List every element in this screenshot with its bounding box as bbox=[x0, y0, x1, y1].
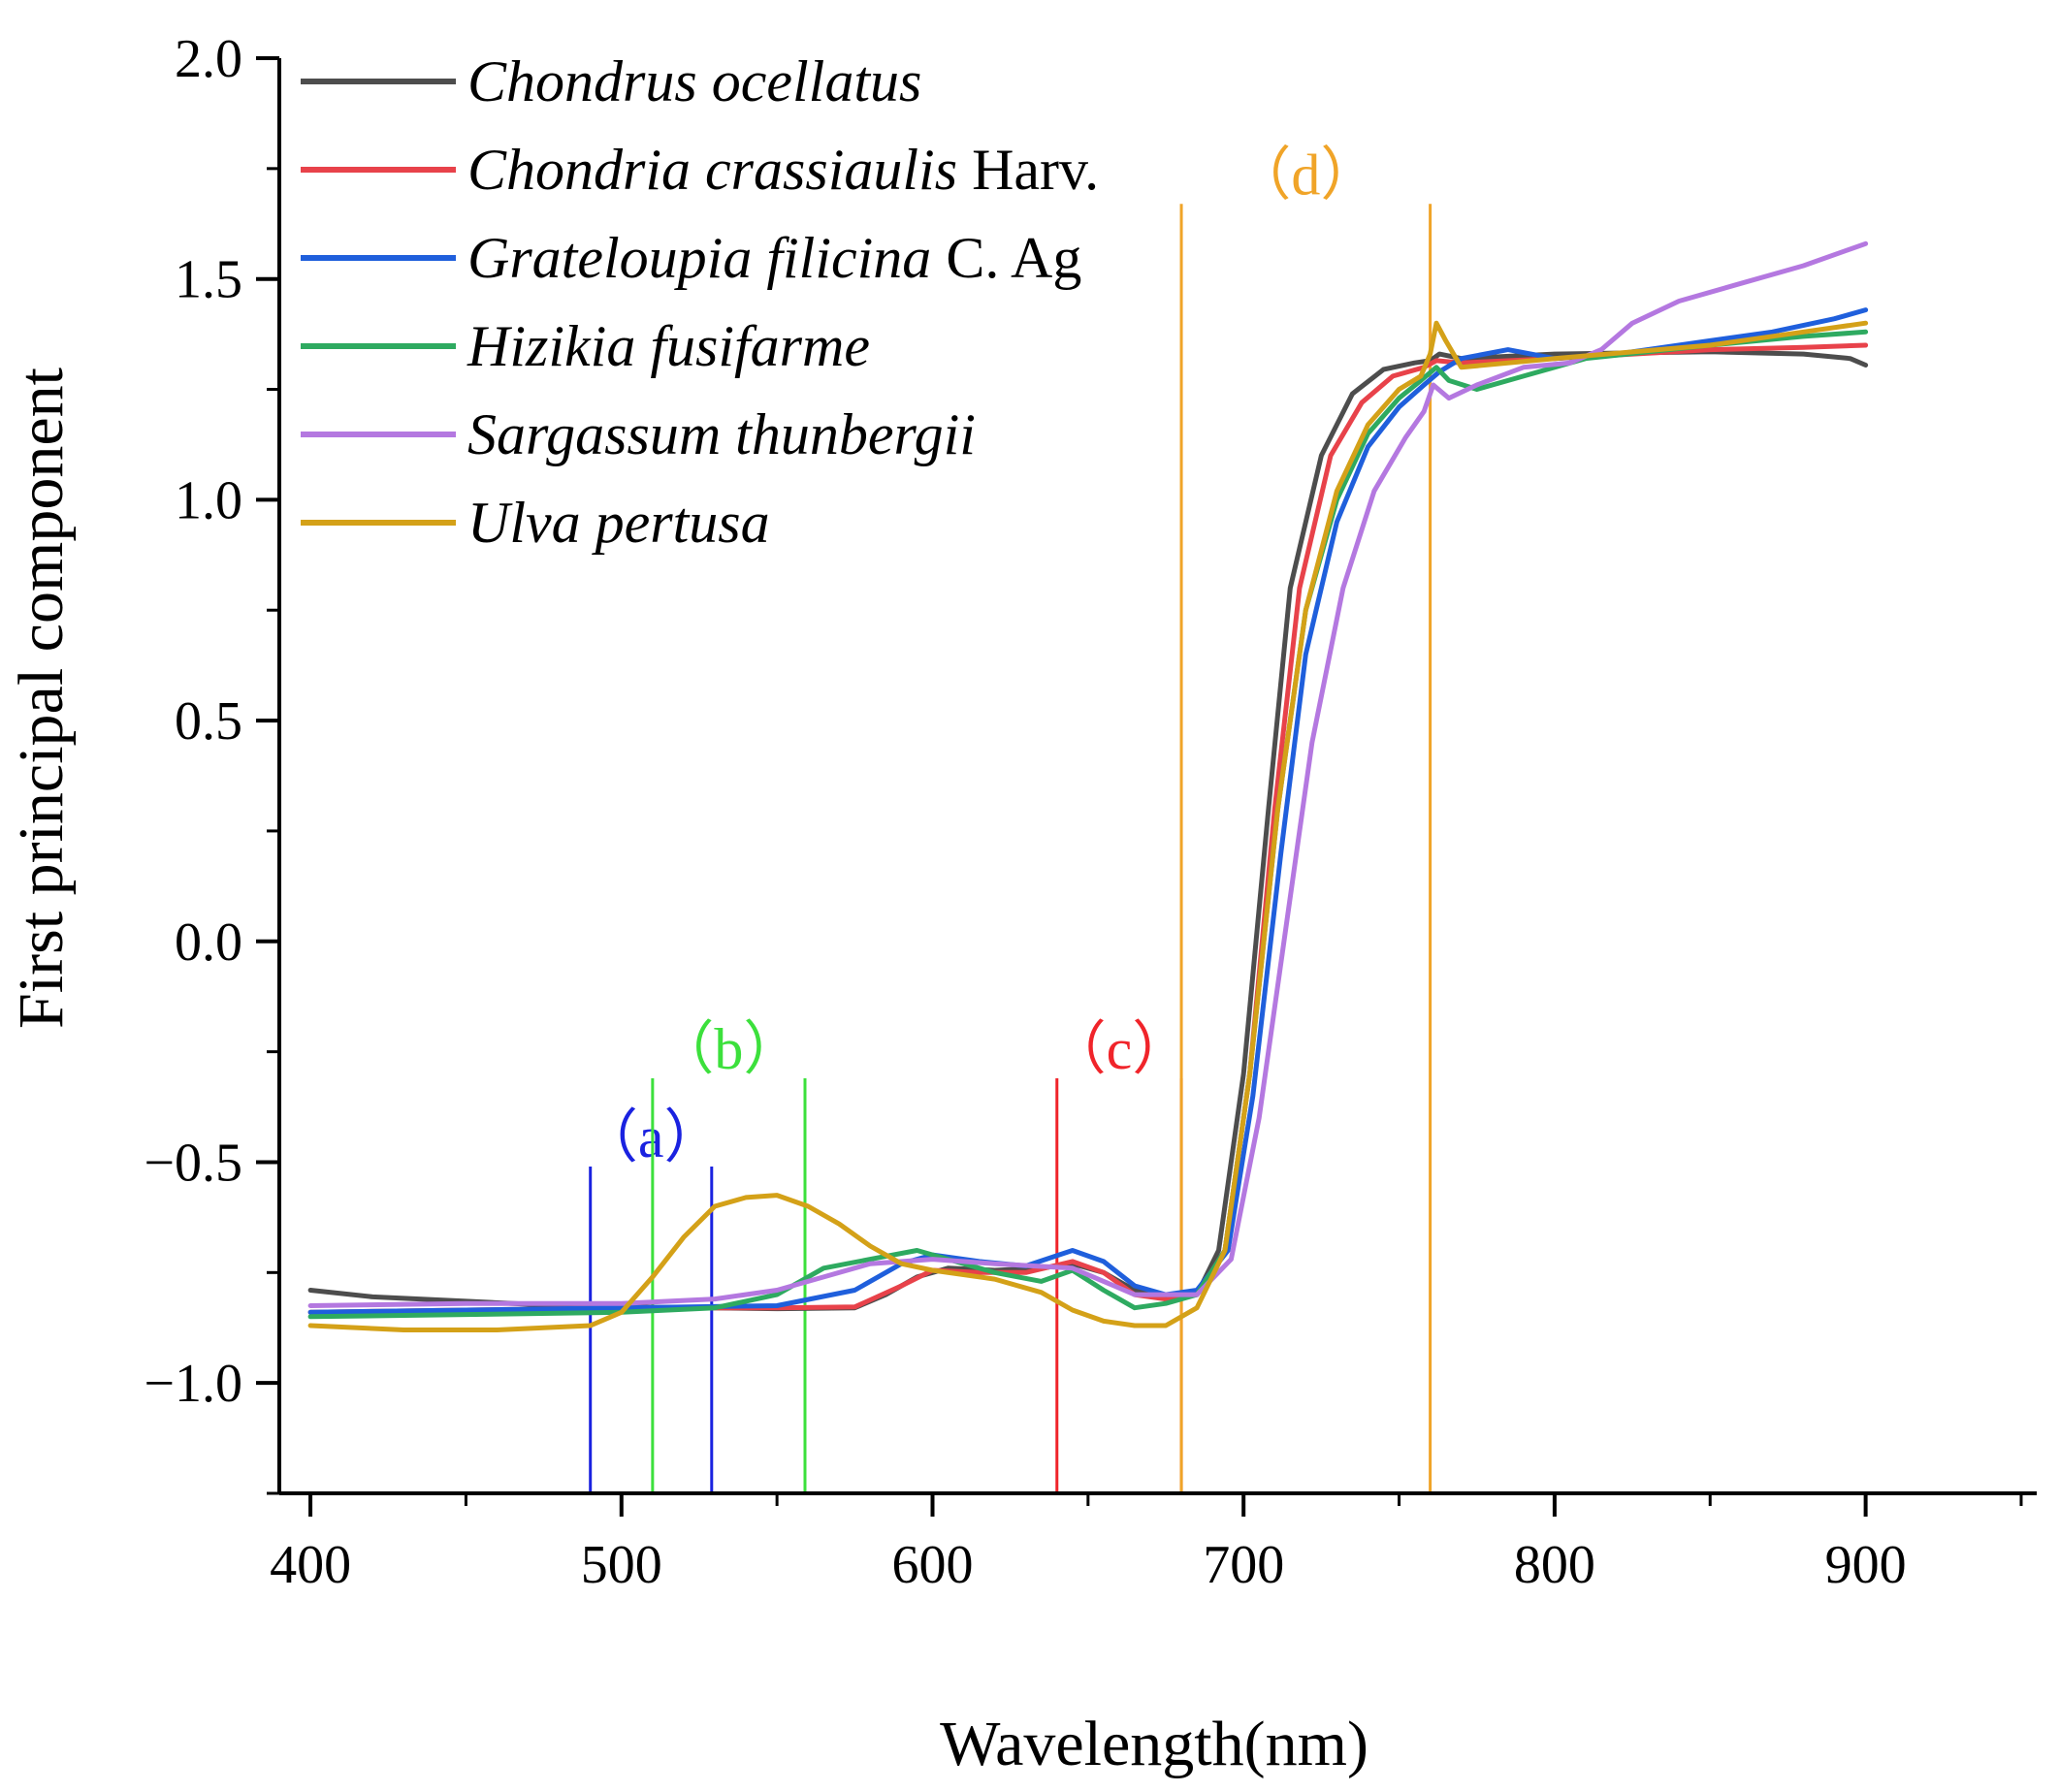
series-line bbox=[307, 329, 1869, 1320]
region-label: （c） bbox=[1048, 1017, 1191, 1081]
legend-label: Chondria crassiaulis Harv. bbox=[467, 138, 1099, 202]
legend-label: Ulva pertusa bbox=[467, 491, 770, 555]
y-tick-label: 0.5 bbox=[175, 691, 242, 752]
y-tick-label: −0.5 bbox=[144, 1133, 242, 1193]
legend-label-suffix: Harv. bbox=[957, 138, 1099, 202]
legend-label: Grateloupia filicina C. Ag bbox=[467, 226, 1081, 290]
region-label: （a） bbox=[580, 1105, 723, 1169]
x-axis-title: Wavelength(nm) bbox=[940, 1709, 1368, 1779]
y-tick-label: 1.5 bbox=[175, 250, 242, 310]
legend-label-italic: Chondrus ocellatus bbox=[467, 49, 921, 113]
legend-label-italic: Hizikia fusifarme bbox=[467, 314, 870, 378]
y-tick-label: 0.0 bbox=[175, 912, 242, 973]
x-tick-label: 700 bbox=[1203, 1535, 1284, 1595]
y-tick-label: 2.0 bbox=[175, 29, 242, 89]
legend-label-italic: Grateloupia filicina bbox=[467, 226, 931, 290]
region-markers: （a） （b） （c） （d） bbox=[580, 143, 1432, 1493]
legend-label: Chondrus ocellatus bbox=[467, 49, 921, 113]
axes bbox=[256, 56, 2037, 1517]
legend-label-italic: Sargassum thunbergii bbox=[467, 402, 976, 466]
legend-label-italic: Ulva pertusa bbox=[467, 491, 770, 555]
legend-label: Sargassum thunbergii bbox=[467, 402, 976, 466]
x-tick-label: 500 bbox=[581, 1535, 662, 1595]
x-tick-label: 400 bbox=[270, 1535, 351, 1595]
legend-label: Hizikia fusifarme bbox=[467, 314, 870, 378]
tick-labels: 400 500 600 700 800 900 −1.0 −0.5 0.0 0.5 1.0 1.5 2.… bbox=[144, 29, 1906, 1595]
y-axis-title: First principal component bbox=[6, 368, 77, 1029]
x-tick-label: 800 bbox=[1514, 1535, 1595, 1595]
legend: Chondrus ocellatus Chondria crassiaulis H… bbox=[301, 49, 1099, 555]
legend-label-suffix: C. Ag bbox=[931, 226, 1081, 290]
region-label: （b） bbox=[656, 1017, 801, 1081]
x-tick-label: 600 bbox=[891, 1535, 973, 1595]
series-lines bbox=[307, 240, 1869, 1332]
x-tick-label: 900 bbox=[1825, 1535, 1907, 1595]
y-tick-label: −1.0 bbox=[144, 1354, 242, 1414]
legend-label-italic: Chondria crassiaulis bbox=[467, 138, 957, 202]
series-line bbox=[307, 320, 1869, 1332]
region-label: （d） bbox=[1233, 143, 1378, 207]
y-tick-label: 1.0 bbox=[175, 470, 242, 530]
